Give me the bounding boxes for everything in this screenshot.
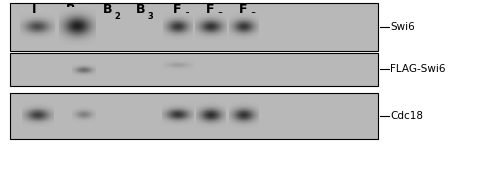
Text: F: F [239,3,248,16]
Text: B: B [66,3,76,16]
Text: Cdc18: Cdc18 [390,111,423,121]
Text: FLAG-Swi6: FLAG-Swi6 [390,64,446,74]
Text: F: F [206,3,214,16]
Bar [10,93,378,139]
Text: F: F [173,3,182,16]
Bar [10,3,378,51]
Text: B: B [102,3,112,16]
Text: 2: 2 [114,12,120,21]
Text: 3: 3 [148,12,154,21]
Text: 1: 1 [184,12,190,21]
Text: I: I [32,3,36,16]
Text: B: B [136,3,145,16]
Bar [10,53,378,86]
Text: 2: 2 [218,12,223,21]
Text: 1: 1 [78,12,84,21]
Text: 3: 3 [250,12,256,21]
Text: Swi6: Swi6 [390,22,415,32]
